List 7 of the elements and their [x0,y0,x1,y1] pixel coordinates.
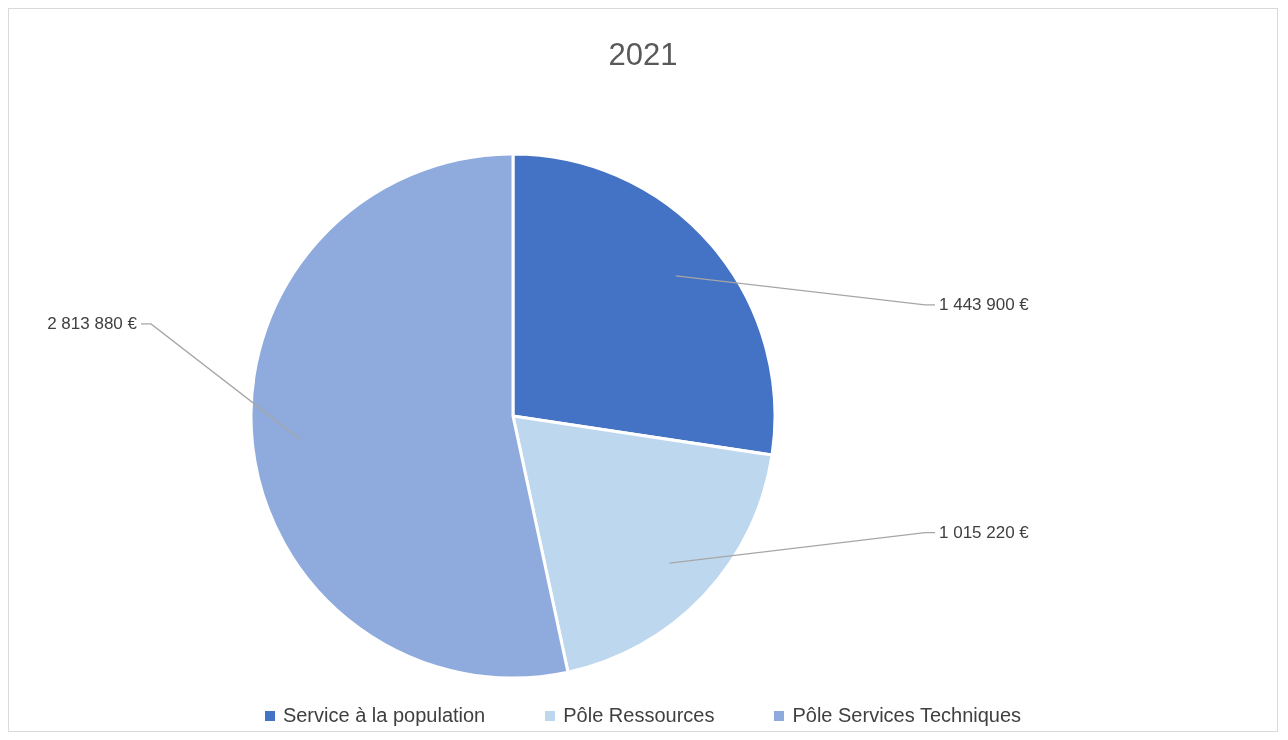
data-label: 1 443 900 € [939,294,1030,314]
legend-label: Service à la population [282,704,486,727]
legend-label: Pôle Ressources [563,704,715,727]
legend-label: Pôle Services Techniques [792,704,1022,727]
chart-title: 2021 [607,37,679,73]
data-label: 2 813 880 € [47,313,138,333]
data-label: 1 015 220 € [939,522,1030,542]
